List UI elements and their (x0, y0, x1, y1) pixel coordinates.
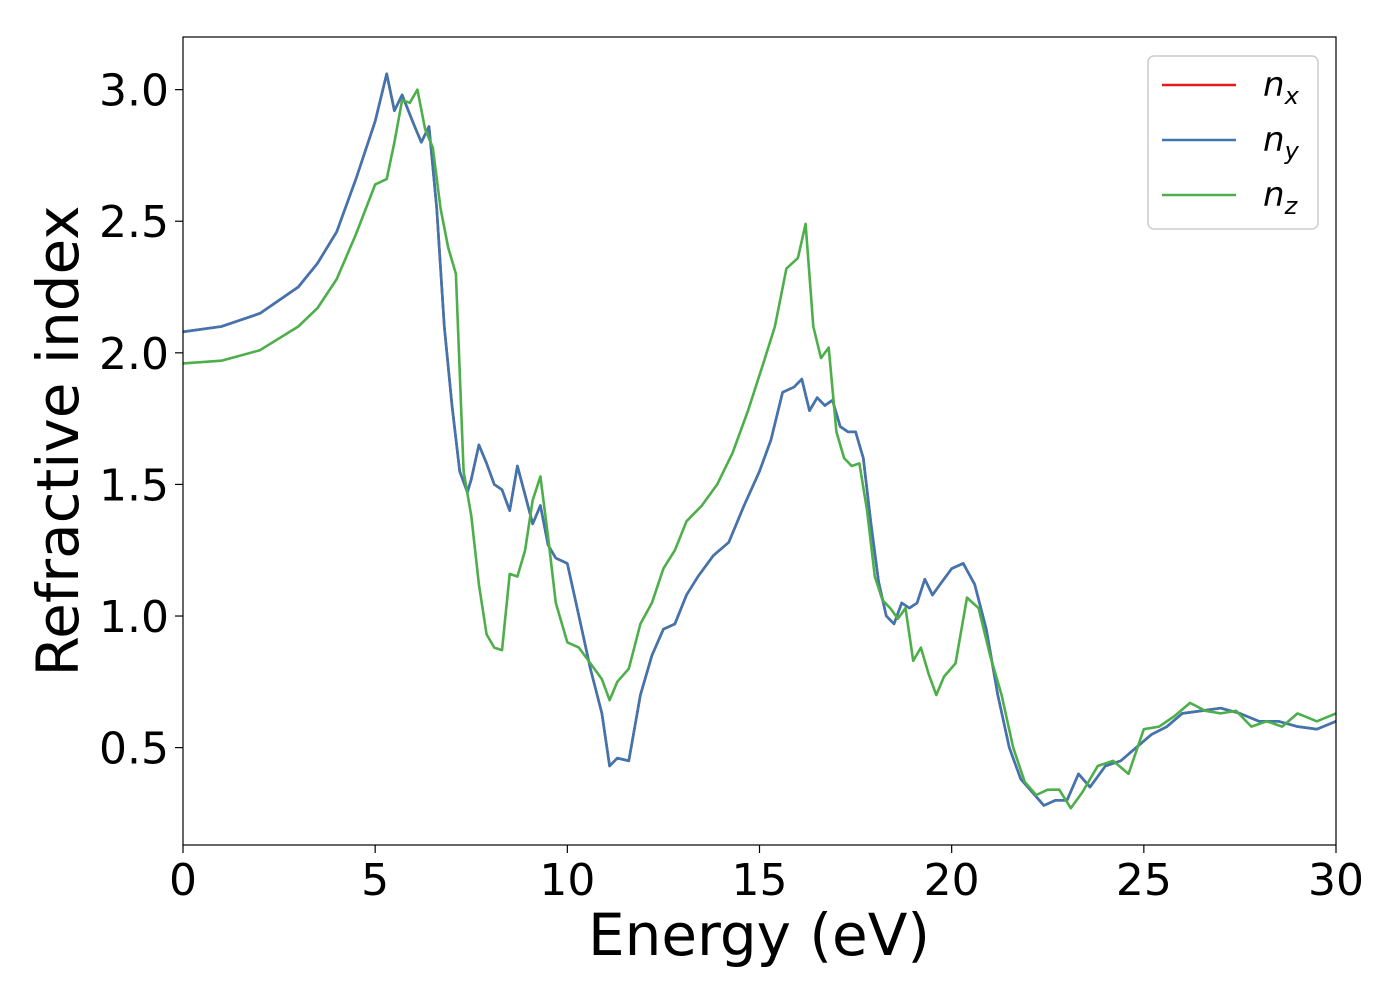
y-axis: 0.5 1.0 1.5 2.0 2.5 3.0 (99, 66, 183, 775)
x-tick-label: 10 (539, 855, 595, 906)
x-tick-label: 20 (924, 855, 980, 906)
legend-label-subscript: x (1284, 82, 1300, 110)
series-layer (182, 72, 1337, 810)
legend-label-main: n (1263, 175, 1285, 215)
y-tick-label: 2.5 (99, 197, 169, 248)
x-tick-label: 30 (1308, 855, 1364, 906)
legend-box (1147, 55, 1319, 230)
legend-label-main: n (1263, 65, 1285, 105)
x-axis-title: Energy (eV) (588, 901, 930, 969)
y-tick-label: 0.5 (99, 724, 169, 775)
legend-label-ny: ny (1263, 120, 1300, 165)
y-tick-label: 3.0 (99, 66, 169, 117)
y-tick-label: 2.0 (99, 329, 169, 380)
legend-label-subscript: z (1284, 192, 1299, 220)
legend-label-nx: nx (1263, 65, 1300, 110)
legend-label-main: n (1263, 120, 1285, 160)
x-tick-label: 0 (169, 855, 197, 906)
legend-label-nz: nz (1263, 175, 1299, 220)
x-axis: 0 5 10 15 20 25 30 (169, 845, 1364, 906)
x-tick-label: 25 (1116, 855, 1172, 906)
legend-label-subscript: y (1284, 137, 1300, 165)
y-tick-label: 1.0 (99, 592, 169, 643)
y-tick-label: 1.5 (99, 460, 169, 511)
x-tick-label: 15 (732, 855, 788, 906)
series-line-nz (182, 88, 1337, 810)
x-tick-label: 5 (361, 855, 389, 906)
y-axis-title: Refractive index (24, 205, 92, 676)
